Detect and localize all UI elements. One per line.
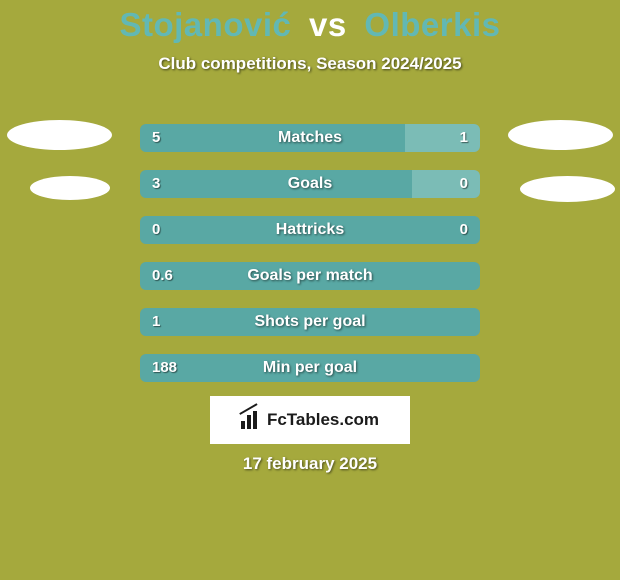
stats-bars: 51Matches 30Goals 00Hattricks 0.6Goals per … [140,124,480,400]
stat-label: Hattricks [140,216,480,244]
avatar-right-body [520,176,615,202]
stat-row: 00Hattricks [140,216,480,244]
title-vs: vs [309,6,347,43]
title-player-1: Stojanović [119,6,291,43]
stat-row: 0.6Goals per match [140,262,480,290]
brand-badge: FcTables.com [210,396,410,444]
stat-row: 188Min per goal [140,354,480,382]
stat-row: 30Goals [140,170,480,198]
page-title: Stojanović vs Olberkis [0,0,620,44]
avatar-left-head [7,120,112,150]
brand-text: FcTables.com [267,410,379,430]
avatar-left-body [30,176,110,200]
stat-label: Goals [140,170,480,198]
stat-label: Matches [140,124,480,152]
stat-label: Min per goal [140,354,480,382]
comparison-card: Stojanović vs Olberkis Club competitions… [0,0,620,580]
brand-chart-icon [241,411,261,429]
date-label: 17 february 2025 [0,454,620,474]
stat-row: 1Shots per goal [140,308,480,336]
title-player-2: Olberkis [364,6,500,43]
avatar-right-head [508,120,613,150]
stat-label: Goals per match [140,262,480,290]
stat-label: Shots per goal [140,308,480,336]
stat-row: 51Matches [140,124,480,152]
subtitle: Club competitions, Season 2024/2025 [0,54,620,74]
